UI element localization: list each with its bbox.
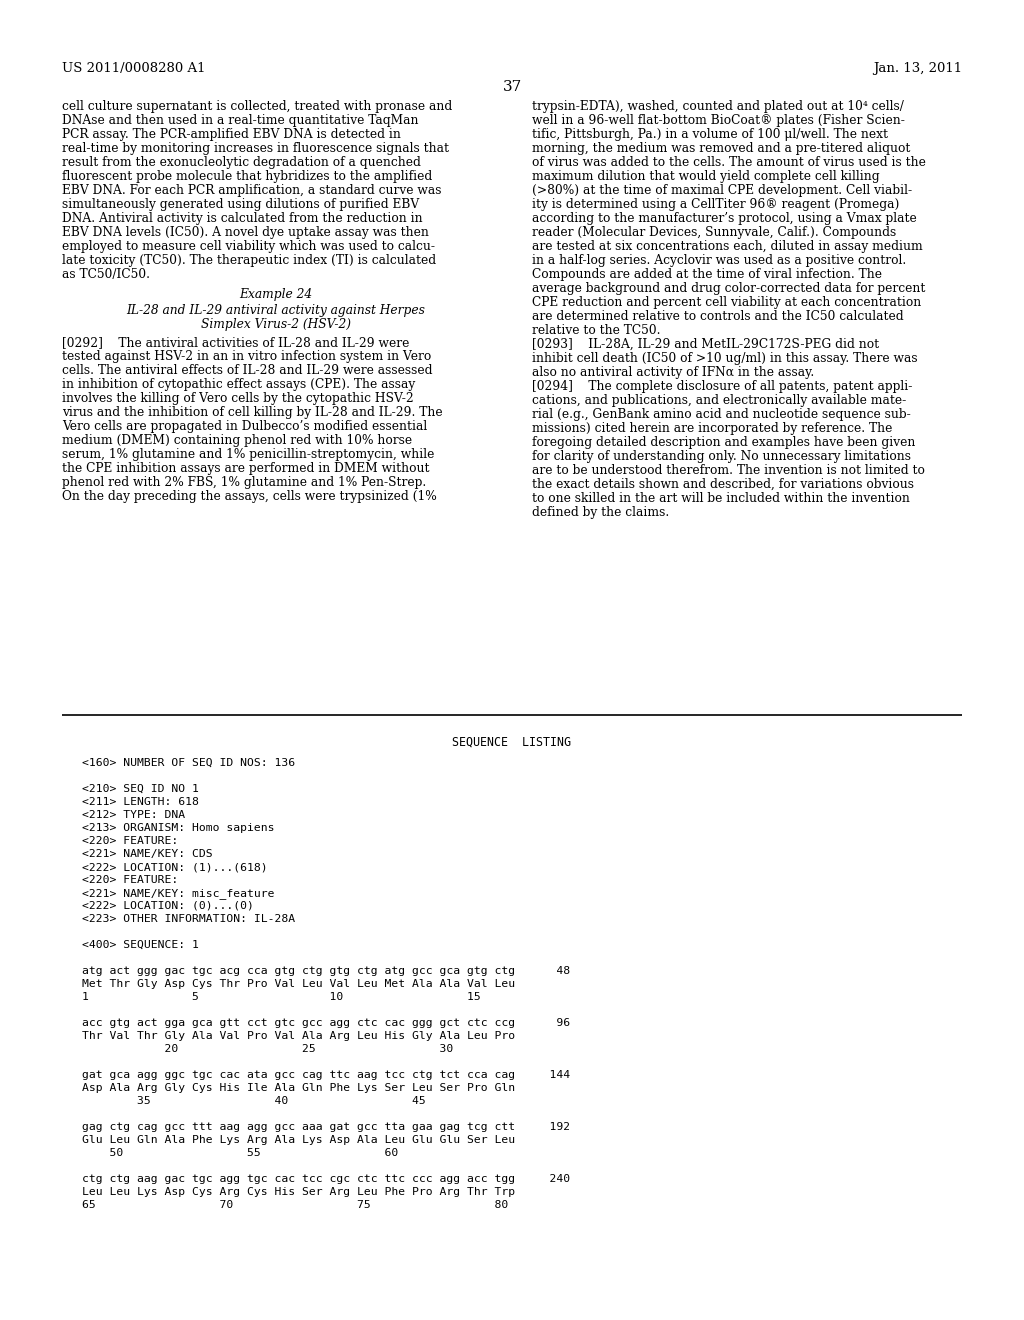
Text: <220> FEATURE:: <220> FEATURE: [82, 875, 178, 884]
Text: gag ctg cag gcc ttt aag agg gcc aaa gat gcc tta gaa gag tcg ctt     192: gag ctg cag gcc ttt aag agg gcc aaa gat … [82, 1122, 570, 1133]
Text: [0293]    IL-28A, IL-29 and MetIL-29C172S-PEG did not: [0293] IL-28A, IL-29 and MetIL-29C172S-P… [532, 338, 880, 351]
Text: acc gtg act gga gca gtt cct gtc gcc agg ctc cac ggg gct ctc ccg      96: acc gtg act gga gca gtt cct gtc gcc agg … [82, 1018, 570, 1028]
Text: (>80%) at the time of maximal CPE development. Cell viabil-: (>80%) at the time of maximal CPE develo… [532, 183, 912, 197]
Text: involves the killing of Vero cells by the cytopathic HSV-2: involves the killing of Vero cells by th… [62, 392, 414, 405]
Text: <222> LOCATION: (1)...(618): <222> LOCATION: (1)...(618) [82, 862, 267, 873]
Text: also no antiviral activity of IFNα in the assay.: also no antiviral activity of IFNα in th… [532, 366, 814, 379]
Text: <210> SEQ ID NO 1: <210> SEQ ID NO 1 [82, 784, 199, 795]
Text: rial (e.g., GenBank amino acid and nucleotide sequence sub-: rial (e.g., GenBank amino acid and nucle… [532, 408, 910, 421]
Text: atg act ggg gac tgc acg cca gtg ctg gtg ctg atg gcc gca gtg ctg      48: atg act ggg gac tgc acg cca gtg ctg gtg … [82, 966, 570, 975]
Text: gat gca agg ggc tgc cac ata gcc cag ttc aag tcc ctg tct cca cag     144: gat gca agg ggc tgc cac ata gcc cag ttc … [82, 1071, 570, 1080]
Text: Compounds are added at the time of viral infection. The: Compounds are added at the time of viral… [532, 268, 882, 281]
Text: Jan. 13, 2011: Jan. 13, 2011 [872, 62, 962, 75]
Text: <160> NUMBER OF SEQ ID NOS: 136: <160> NUMBER OF SEQ ID NOS: 136 [82, 758, 295, 768]
Text: <223> OTHER INFORMATION: IL-28A: <223> OTHER INFORMATION: IL-28A [82, 913, 295, 924]
Text: SEQUENCE  LISTING: SEQUENCE LISTING [453, 737, 571, 748]
Text: PCR assay. The PCR-amplified EBV DNA is detected in: PCR assay. The PCR-amplified EBV DNA is … [62, 128, 400, 141]
Text: the exact details shown and described, for variations obvious: the exact details shown and described, f… [532, 478, 914, 491]
Text: 65                  70                  75                  80: 65 70 75 80 [82, 1200, 508, 1210]
Text: late toxicity (TC50). The therapeutic index (TI) is calculated: late toxicity (TC50). The therapeutic in… [62, 253, 436, 267]
Text: employed to measure cell viability which was used to calcu-: employed to measure cell viability which… [62, 240, 435, 253]
Text: cations, and publications, and electronically available mate-: cations, and publications, and electroni… [532, 393, 906, 407]
Text: <222> LOCATION: (0)...(0): <222> LOCATION: (0)...(0) [82, 902, 254, 911]
Text: [0294]    The complete disclosure of all patents, patent appli-: [0294] The complete disclosure of all pa… [532, 380, 912, 393]
Text: <220> FEATURE:: <220> FEATURE: [82, 836, 178, 846]
Text: <221> NAME/KEY: CDS: <221> NAME/KEY: CDS [82, 849, 213, 859]
Text: relative to the TC50.: relative to the TC50. [532, 323, 660, 337]
Text: of virus was added to the cells. The amount of virus used is the: of virus was added to the cells. The amo… [532, 156, 926, 169]
Text: On the day preceding the assays, cells were trypsinized (1%: On the day preceding the assays, cells w… [62, 490, 437, 503]
Text: tific, Pittsburgh, Pa.) in a volume of 100 μl/well. The next: tific, Pittsburgh, Pa.) in a volume of 1… [532, 128, 888, 141]
Text: CPE reduction and percent cell viability at each concentration: CPE reduction and percent cell viability… [532, 296, 922, 309]
Text: are tested at six concentrations each, diluted in assay medium: are tested at six concentrations each, d… [532, 240, 923, 253]
Text: to one skilled in the art will be included within the invention: to one skilled in the art will be includ… [532, 492, 910, 506]
Text: in inhibition of cytopathic effect assays (CPE). The assay: in inhibition of cytopathic effect assay… [62, 378, 416, 391]
Text: Simplex Virus-2 (HSV-2): Simplex Virus-2 (HSV-2) [201, 318, 351, 331]
Text: result from the exonucleolytic degradation of a quenched: result from the exonucleolytic degradati… [62, 156, 421, 169]
Text: Example 24: Example 24 [240, 288, 312, 301]
Text: missions) cited herein are incorporated by reference. The: missions) cited herein are incorporated … [532, 422, 892, 436]
Text: Thr Val Thr Gly Ala Val Pro Val Ala Arg Leu His Gly Ala Leu Pro: Thr Val Thr Gly Ala Val Pro Val Ala Arg … [82, 1031, 515, 1041]
Text: ctg ctg aag gac tgc agg tgc cac tcc cgc ctc ttc ccc agg acc tgg     240: ctg ctg aag gac tgc agg tgc cac tcc cgc … [82, 1173, 570, 1184]
Text: <213> ORGANISM: Homo sapiens: <213> ORGANISM: Homo sapiens [82, 822, 274, 833]
Text: cells. The antiviral effects of IL-28 and IL-29 were assessed: cells. The antiviral effects of IL-28 an… [62, 364, 432, 378]
Text: serum, 1% glutamine and 1% penicillin-streptomycin, while: serum, 1% glutamine and 1% penicillin-st… [62, 447, 434, 461]
Text: inhibit cell death (IC50 of >10 ug/ml) in this assay. There was: inhibit cell death (IC50 of >10 ug/ml) i… [532, 352, 918, 366]
Text: Met Thr Gly Asp Cys Thr Pro Val Leu Val Leu Met Ala Ala Val Leu: Met Thr Gly Asp Cys Thr Pro Val Leu Val … [82, 979, 515, 989]
Text: ity is determined using a CellTiter 96® reagent (Promega): ity is determined using a CellTiter 96® … [532, 198, 899, 211]
Text: for clarity of understanding only. No unnecessary limitations: for clarity of understanding only. No un… [532, 450, 911, 463]
Text: EBV DNA levels (IC50). A novel dye uptake assay was then: EBV DNA levels (IC50). A novel dye uptak… [62, 226, 429, 239]
Text: according to the manufacturer’s protocol, using a Vmax plate: according to the manufacturer’s protocol… [532, 213, 916, 224]
Text: fluorescent probe molecule that hybridizes to the amplified: fluorescent probe molecule that hybridiz… [62, 170, 432, 183]
Text: virus and the inhibition of cell killing by IL-28 and IL-29. The: virus and the inhibition of cell killing… [62, 407, 442, 418]
Text: Asp Ala Arg Gly Cys His Ile Ala Gln Phe Lys Ser Leu Ser Pro Gln: Asp Ala Arg Gly Cys His Ile Ala Gln Phe … [82, 1082, 515, 1093]
Text: [0292]    The antiviral activities of IL-28 and IL-29 were: [0292] The antiviral activities of IL-28… [62, 337, 410, 348]
Text: defined by the claims.: defined by the claims. [532, 506, 670, 519]
Text: Leu Leu Lys Asp Cys Arg Cys His Ser Arg Leu Phe Pro Arg Thr Trp: Leu Leu Lys Asp Cys Arg Cys His Ser Arg … [82, 1187, 515, 1197]
Text: morning, the medium was removed and a pre-titered aliquot: morning, the medium was removed and a pr… [532, 143, 910, 154]
Text: tested against HSV-2 in an in vitro infection system in Vero: tested against HSV-2 in an in vitro infe… [62, 350, 431, 363]
Text: the CPE inhibition assays are performed in DMEM without: the CPE inhibition assays are performed … [62, 462, 429, 475]
Text: maximum dilution that would yield complete cell killing: maximum dilution that would yield comple… [532, 170, 880, 183]
Text: DNAse and then used in a real-time quantitative TaqMan: DNAse and then used in a real-time quant… [62, 114, 419, 127]
Text: in a half-log series. Acyclovir was used as a positive control.: in a half-log series. Acyclovir was used… [532, 253, 906, 267]
Text: average background and drug color-corrected data for percent: average background and drug color-correc… [532, 282, 926, 294]
Text: 1               5                   10                  15: 1 5 10 15 [82, 993, 480, 1002]
Text: Glu Leu Gln Ala Phe Lys Arg Ala Lys Asp Ala Leu Glu Glu Ser Leu: Glu Leu Gln Ala Phe Lys Arg Ala Lys Asp … [82, 1135, 515, 1144]
Text: cell culture supernatant is collected, treated with pronase and: cell culture supernatant is collected, t… [62, 100, 453, 114]
Text: foregoing detailed description and examples have been given: foregoing detailed description and examp… [532, 436, 915, 449]
Text: <211> LENGTH: 618: <211> LENGTH: 618 [82, 797, 199, 807]
Text: <212> TYPE: DNA: <212> TYPE: DNA [82, 810, 185, 820]
Text: 35                  40                  45: 35 40 45 [82, 1096, 426, 1106]
Text: DNA. Antiviral activity is calculated from the reduction in: DNA. Antiviral activity is calculated fr… [62, 213, 423, 224]
Text: 50                  55                  60: 50 55 60 [82, 1148, 398, 1158]
Text: <400> SEQUENCE: 1: <400> SEQUENCE: 1 [82, 940, 199, 950]
Text: IL-28 and IL-29 antiviral activity against Herpes: IL-28 and IL-29 antiviral activity again… [127, 304, 425, 317]
Text: simultaneously generated using dilutions of purified EBV: simultaneously generated using dilutions… [62, 198, 419, 211]
Text: reader (Molecular Devices, Sunnyvale, Calif.). Compounds: reader (Molecular Devices, Sunnyvale, Ca… [532, 226, 896, 239]
Text: medium (DMEM) containing phenol red with 10% horse: medium (DMEM) containing phenol red with… [62, 434, 412, 447]
Text: are determined relative to controls and the IC50 calculated: are determined relative to controls and … [532, 310, 903, 323]
Text: well in a 96-well flat-bottom BioCoat® plates (Fisher Scien-: well in a 96-well flat-bottom BioCoat® p… [532, 114, 905, 127]
Text: 37: 37 [503, 81, 521, 94]
Text: phenol red with 2% FBS, 1% glutamine and 1% Pen-Strep.: phenol red with 2% FBS, 1% glutamine and… [62, 477, 426, 488]
Text: real-time by monitoring increases in fluorescence signals that: real-time by monitoring increases in flu… [62, 143, 449, 154]
Text: EBV DNA. For each PCR amplification, a standard curve was: EBV DNA. For each PCR amplification, a s… [62, 183, 441, 197]
Text: as TC50/IC50.: as TC50/IC50. [62, 268, 150, 281]
Text: Vero cells are propagated in Dulbecco’s modified essential: Vero cells are propagated in Dulbecco’s … [62, 420, 427, 433]
Text: 20                  25                  30: 20 25 30 [82, 1044, 454, 1053]
Text: US 2011/0008280 A1: US 2011/0008280 A1 [62, 62, 206, 75]
Text: trypsin-EDTA), washed, counted and plated out at 10⁴ cells/: trypsin-EDTA), washed, counted and plate… [532, 100, 904, 114]
Text: <221> NAME/KEY: misc_feature: <221> NAME/KEY: misc_feature [82, 888, 274, 899]
Text: are to be understood therefrom. The invention is not limited to: are to be understood therefrom. The inve… [532, 465, 925, 477]
